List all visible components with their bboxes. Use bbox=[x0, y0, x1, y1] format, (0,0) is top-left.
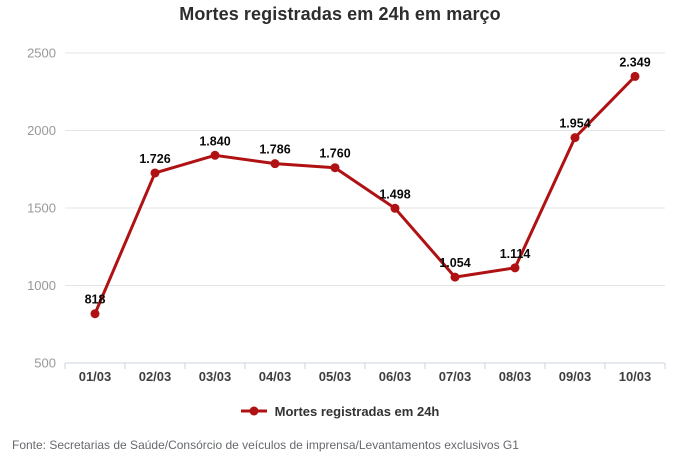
data-label: 1.786 bbox=[259, 143, 290, 157]
series-line bbox=[93, 74, 637, 316]
legend-line-marker-icon bbox=[240, 406, 267, 416]
y-tick-label: 2500 bbox=[27, 46, 56, 61]
data-point bbox=[570, 133, 580, 143]
data-label: 1.840 bbox=[199, 134, 230, 148]
x-tick-label: 05/03 bbox=[319, 369, 352, 384]
data-label: 1.726 bbox=[139, 152, 170, 166]
data-point bbox=[450, 272, 460, 282]
data-point bbox=[210, 150, 220, 160]
data-label: 1.760 bbox=[319, 147, 350, 161]
legend: Mortes registradas em 24h bbox=[0, 401, 680, 421]
line-chart: 500 1000 1500 2000 2500 01/03 02/03 03/03 04/03 0… bbox=[27, 46, 666, 384]
x-tick-label: 01/03 bbox=[79, 369, 112, 384]
x-tick-label: 06/03 bbox=[379, 369, 412, 384]
x-tick-label: 09/03 bbox=[559, 369, 592, 384]
source-note: Fonte: Secretarias de Saúde/Consórcio de… bbox=[12, 438, 519, 452]
y-tick-label: 1000 bbox=[27, 278, 56, 293]
data-point bbox=[330, 163, 340, 173]
chart-title: Mortes registradas em 24h em março bbox=[179, 4, 501, 24]
x-tick-label: 07/03 bbox=[439, 369, 472, 384]
data-label: 1.498 bbox=[379, 187, 410, 201]
data-label: 1.114 bbox=[500, 247, 531, 261]
data-label: 1.054 bbox=[439, 256, 470, 270]
data-point bbox=[150, 168, 160, 178]
data-point bbox=[270, 159, 280, 169]
x-tick-label: 08/03 bbox=[499, 369, 532, 384]
x-tick-label: 10/03 bbox=[619, 369, 652, 384]
data-label: 1.954 bbox=[559, 117, 590, 131]
data-point bbox=[90, 309, 100, 319]
data-point bbox=[630, 71, 640, 81]
data-label: 2.349 bbox=[619, 55, 650, 69]
x-tick-label: 03/03 bbox=[199, 369, 232, 384]
x-tick-label: 02/03 bbox=[139, 369, 172, 384]
data-point bbox=[390, 203, 400, 213]
y-tick-label: 1500 bbox=[27, 201, 56, 216]
y-tick-label: 500 bbox=[34, 356, 56, 371]
x-tick-label: 04/03 bbox=[259, 369, 292, 384]
data-label: 818 bbox=[85, 293, 106, 307]
y-tick-label: 2000 bbox=[27, 123, 56, 138]
data-point bbox=[510, 263, 520, 273]
legend-label: Mortes registradas em 24h bbox=[274, 403, 440, 419]
